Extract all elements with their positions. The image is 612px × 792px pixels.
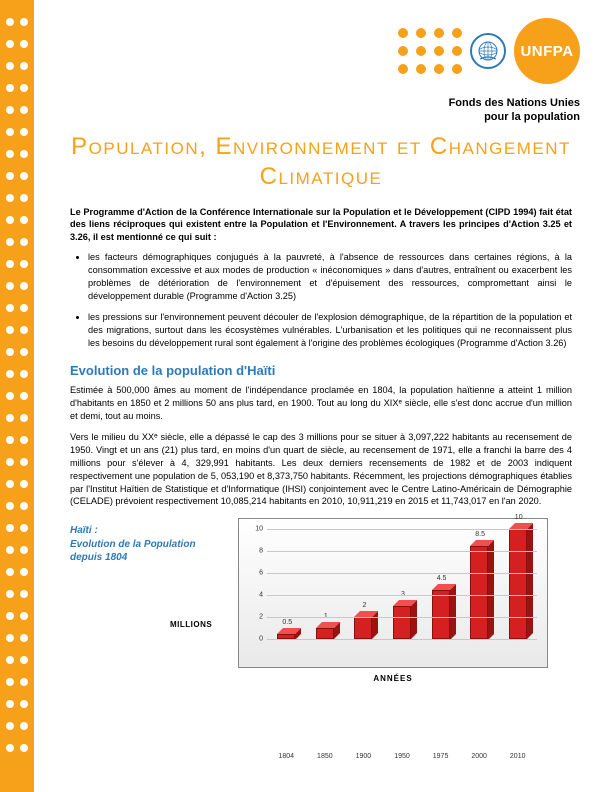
chart-bars: 0.518041185021900319504.519758.520001020…: [267, 529, 537, 639]
chart-frame: 0.518041185021900319504.519758.520001020…: [238, 518, 548, 668]
body-paragraph: Vers le milieu du XXᵉ siècle, elle a dép…: [70, 431, 572, 508]
unfpa-badge-text: UNFPA: [520, 43, 573, 60]
chart-y-tick: 8: [247, 548, 263, 555]
header: UNFPA Fonds des Nations Unies pour la po…: [398, 18, 580, 125]
chart-x-tick: 1950: [387, 753, 417, 760]
main-content: Population, Environnement et Changement …: [70, 132, 572, 688]
chart-value-label: 10: [505, 514, 533, 521]
unfpa-badge: UNFPA: [514, 18, 580, 84]
chart-y-tick: 0: [247, 636, 263, 643]
chart-y-tick: 2: [247, 614, 263, 621]
bullet-item: les facteurs démographiques conjugués à …: [88, 251, 572, 303]
org-name: Fonds des Nations Unies pour la populati…: [449, 96, 580, 125]
org-line-1: Fonds des Nations Unies: [449, 97, 580, 109]
un-emblem-icon: [470, 33, 506, 69]
chart-x-tick: 1850: [310, 753, 340, 760]
chart-value-label: 2: [350, 602, 378, 609]
chart-x-tick: 1804: [271, 753, 301, 760]
bullet-item: les pressions sur l'environnement peuven…: [88, 311, 572, 350]
logo-row: UNFPA: [398, 18, 580, 84]
intro-paragraph: Le Programme d'Action de la Conférence I…: [70, 206, 572, 243]
chart-x-tick: 1975: [426, 753, 456, 760]
chart-y-tick: 4: [247, 592, 263, 599]
bullet-list: les facteurs démographiques conjugués à …: [70, 251, 572, 349]
page-title: Population, Environnement et Changement …: [70, 132, 572, 192]
chart-value-label: 0.5: [273, 619, 301, 626]
chart-y-tick: 10: [247, 526, 263, 533]
chart-x-tick: 2000: [464, 753, 494, 760]
chart-x-tick: 2010: [503, 753, 533, 760]
org-line-2: pour la population: [484, 111, 580, 123]
chart-value-label: 4.5: [428, 575, 456, 582]
population-chart: Haïti :Evolution de la Population depuis…: [70, 518, 572, 688]
body-paragraph: Estimée à 500,000 âmes au moment de l'in…: [70, 384, 572, 423]
chart-y-axis-label: MILLIONS: [170, 620, 212, 629]
left-sidebar-pattern: [0, 0, 34, 792]
chart-caption: Haïti :Evolution de la Population depuis…: [70, 524, 200, 565]
section-heading: Evolution de la population d'Haïti: [70, 363, 572, 378]
chart-y-tick: 6: [247, 570, 263, 577]
orange-dot-grid: [398, 28, 462, 74]
chart-x-axis-label: ANNÉES: [238, 674, 548, 683]
chart-plot-area: 0.518041185021900319504.519758.520001020…: [267, 529, 537, 639]
sidebar-dot-column: [6, 18, 28, 752]
chart-value-label: 8.5: [466, 531, 494, 538]
chart-x-tick: 1900: [348, 753, 378, 760]
